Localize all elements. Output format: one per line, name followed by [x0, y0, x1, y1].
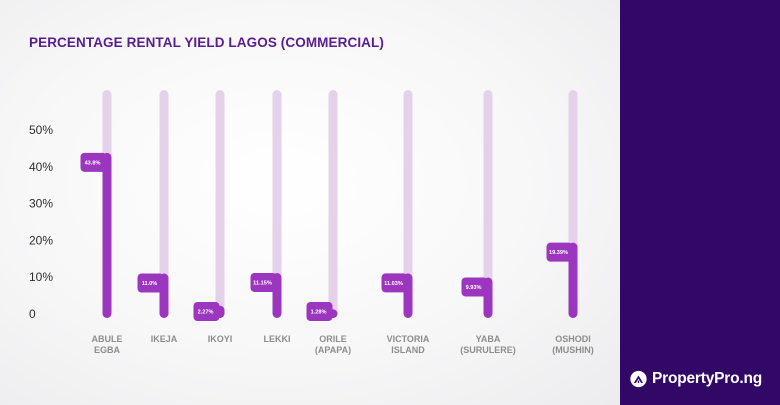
house-icon [630, 370, 647, 388]
y-tick-label: 50% [29, 123, 53, 137]
bar-track [215, 90, 225, 318]
bar [102, 152, 112, 318]
data-label: 43.8% [85, 160, 101, 166]
data-label-box [80, 152, 107, 172]
data-label-box [137, 273, 164, 293]
category-label: IKOYI [208, 334, 233, 344]
data-label-box [306, 302, 333, 321]
data-label: 2.27% [198, 310, 214, 316]
category-label: VICTORIA [387, 334, 430, 344]
category-label: LEKKI [264, 334, 291, 344]
category-label: IKEJA [151, 334, 178, 344]
data-label-box [193, 302, 220, 321]
category-label: YABA [476, 334, 501, 344]
y-tick-label: 30% [29, 197, 53, 211]
data-label: 11.03% [384, 281, 403, 287]
propertypro-logo[interactable]: PropertyPro.ng [630, 366, 762, 392]
data-label: 19.39% [549, 250, 568, 256]
bar [568, 242, 578, 318]
bar-track [328, 90, 338, 318]
chart-title: PERCENTAGE RENTAL YIELD LAGOS (COMMERCIA… [29, 35, 384, 50]
bar-track [272, 90, 282, 318]
data-label-box [381, 273, 408, 293]
data-label: 11.0% [142, 281, 158, 287]
bar-track [159, 90, 169, 318]
y-tick-label: 20% [29, 233, 53, 247]
data-label: 9.93% [466, 285, 482, 291]
data-label: 1.28% [311, 310, 327, 316]
brand-sidebar [620, 0, 780, 405]
y-tick-label: 40% [29, 160, 53, 174]
category-label: (APAPA) [315, 345, 351, 355]
y-tick-label: 0 [29, 307, 36, 321]
category-label: ABULE [92, 334, 123, 344]
category-label: (MUSHIN) [552, 345, 594, 355]
brand-name: PropertyPro.ng [651, 370, 762, 387]
data-label-box [461, 277, 488, 297]
bar-track [403, 90, 413, 318]
category-label: OSHODI [555, 334, 591, 344]
data-label-box [546, 242, 573, 262]
data-label-box [250, 272, 277, 292]
data-label: 11.15% [253, 280, 272, 286]
category-label: (SURULERE) [460, 345, 516, 355]
category-label: ORILE [319, 334, 347, 344]
category-label: ISLAND [391, 345, 425, 355]
y-tick-label: 10% [29, 270, 53, 284]
category-label: EGBA [94, 345, 121, 355]
bar-track [483, 90, 493, 318]
